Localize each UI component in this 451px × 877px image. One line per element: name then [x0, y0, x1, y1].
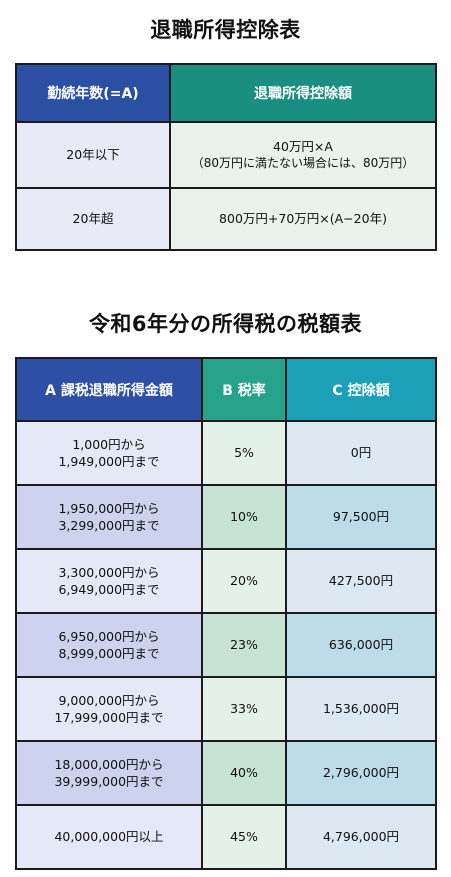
table1-header-years: 勤続年数(=A) — [15, 63, 171, 123]
table2-header-rate: B 税率 — [201, 357, 287, 422]
amount-range-cell: 6,950,000円から 8,999,000円まで — [15, 612, 203, 678]
amount-range-cell: 1,950,000円から 3,299,000円まで — [15, 484, 203, 550]
table-row: 18,000,000円から 39,999,000円まで 40% 2,796,00… — [15, 740, 437, 806]
amount-range-cell: 40,000,000円以上 — [15, 804, 203, 870]
range-from: 9,000,000円から — [58, 692, 160, 708]
table-row: 9,000,000円から 17,999,000円まで 33% 1,536,000… — [15, 676, 437, 742]
rate-cell: 5% — [201, 420, 287, 486]
amount-range-cell: 18,000,000円から 39,999,000円まで — [15, 740, 203, 806]
range-from: 6,950,000円から — [58, 628, 160, 644]
range-to: 17,999,000円まで — [54, 710, 164, 725]
table2-header-row: A 課税退職所得金額 B 税率 C 控除額 — [15, 357, 437, 422]
range-to: 6,949,000円まで — [58, 582, 160, 597]
table-row: 40,000,000円以上 45% 4,796,000円 — [15, 804, 437, 870]
range-to: 3,299,000円まで — [58, 518, 160, 533]
deduction-cell: 427,500円 — [285, 548, 437, 614]
deduction-cell: 4,796,000円 — [285, 804, 437, 870]
table2-header-deduction: C 控除額 — [285, 357, 437, 422]
table1-header-row: 勤続年数(=A) 退職所得控除額 — [15, 63, 437, 123]
income-tax-rate-table: A 課税退職所得金額 B 税率 C 控除額 1,000円から 1,949,000… — [15, 357, 437, 870]
rate-cell: 20% — [201, 548, 287, 614]
rate-cell: 23% — [201, 612, 287, 678]
deduction-line: 40万円×A — [273, 138, 333, 154]
rate-cell: 40% — [201, 740, 287, 806]
range-to: 8,999,000円まで — [58, 646, 160, 661]
amount-range-cell: 1,000円から 1,949,000円まで — [15, 420, 203, 486]
deduction-cell: 2,796,000円 — [285, 740, 437, 806]
table-row: 20年以下 40万円×A （80万円に満たない場合には、80万円） — [15, 121, 437, 189]
table1-header-deduction: 退職所得控除額 — [169, 63, 437, 123]
table1-deduction-cell: 40万円×A （80万円に満たない場合には、80万円） — [169, 121, 437, 189]
range-from: 1,950,000円から — [58, 500, 160, 516]
rate-cell: 45% — [201, 804, 287, 870]
range-to: 39,999,000円まで — [54, 774, 164, 789]
deduction-cell: 0円 — [285, 420, 437, 486]
table-row: 6,950,000円から 8,999,000円まで 23% 636,000円 — [15, 612, 437, 678]
range-from: 18,000,000円から — [54, 756, 164, 772]
table-row: 3,300,000円から 6,949,000円まで 20% 427,500円 — [15, 548, 437, 614]
table2-header-amount: A 課税退職所得金額 — [15, 357, 203, 422]
table-row: 1,000円から 1,949,000円まで 5% 0円 — [15, 420, 437, 486]
table1-years-cell: 20年超 — [15, 187, 171, 251]
table-row: 1,950,000円から 3,299,000円まで 10% 97,500円 — [15, 484, 437, 550]
table-row: 20年超 800万円+70万円×(A−20年) — [15, 187, 437, 251]
deduction-note: （80万円に満たない場合には、80万円） — [191, 156, 415, 171]
deduction-cell: 1,536,000円 — [285, 676, 437, 742]
range-to: 1,949,000円まで — [58, 454, 160, 469]
table1-deduction-cell: 800万円+70万円×(A−20年) — [169, 187, 437, 251]
amount-range-cell: 9,000,000円から 17,999,000円まで — [15, 676, 203, 742]
range-from: 1,000円から — [72, 436, 146, 452]
rate-cell: 33% — [201, 676, 287, 742]
deduction-cell: 636,000円 — [285, 612, 437, 678]
deduction-cell: 97,500円 — [285, 484, 437, 550]
table1-years-cell: 20年以下 — [15, 121, 171, 189]
range-from: 3,300,000円から — [58, 564, 160, 580]
amount-range-cell: 3,300,000円から 6,949,000円まで — [15, 548, 203, 614]
table2-title: 令和6年分の所得税の税額表 — [88, 312, 363, 336]
retirement-deduction-table: 勤続年数(=A) 退職所得控除額 20年以下 40万円×A （80万円に満たない… — [15, 63, 437, 251]
table1-title: 退職所得控除表 — [150, 18, 301, 42]
rate-cell: 10% — [201, 484, 287, 550]
